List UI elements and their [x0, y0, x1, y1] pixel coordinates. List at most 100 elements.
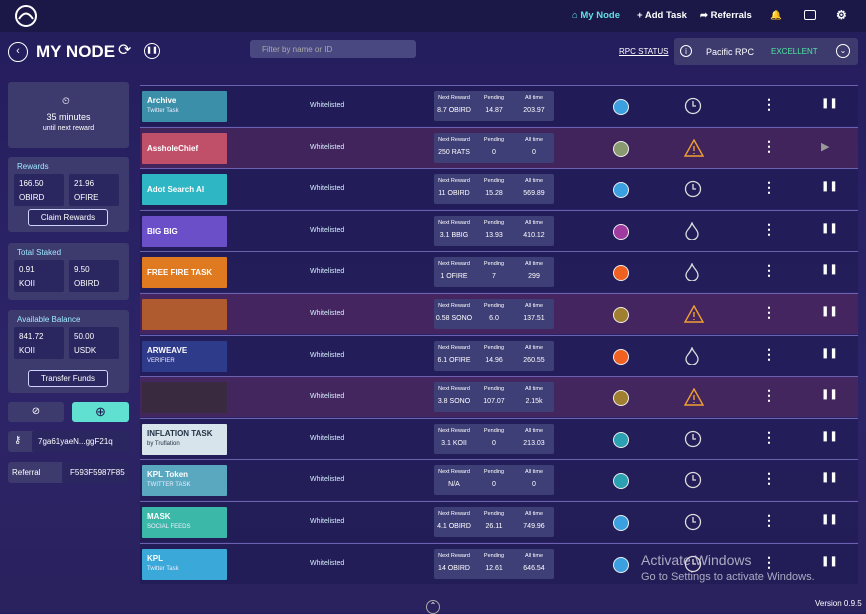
task-menu[interactable]: ⋮: [762, 387, 776, 404]
pause-button[interactable]: ❚❚: [821, 347, 838, 359]
stat-label: Next Reward: [438, 386, 470, 393]
stat-label: Next Reward: [438, 552, 470, 559]
stat-value: 0.58 SONO: [435, 315, 473, 322]
pause-button[interactable]: ❚❚: [821, 98, 838, 109]
pause-all[interactable]: ❚❚: [144, 43, 160, 59]
pause-button[interactable]: ❚❚: [821, 472, 838, 484]
stat-value: 213.03: [523, 439, 545, 447]
banner-title: AssholeChief: [147, 143, 199, 153]
task-menu[interactable]: ⋮: [762, 262, 776, 279]
task-row: Archive Twitter Task Whitelisted Next Rewar…: [140, 85, 858, 126]
staked-panel: Total Staked 0.91 KOII 9.50 OBIRD: [8, 243, 129, 300]
stat-label: Pending: [483, 261, 505, 268]
amount: 21.96: [74, 179, 95, 188]
nav-referrals[interactable]: ➦ Referrals: [700, 10, 752, 21]
token: USDK: [74, 346, 97, 355]
node-icon-button[interactable]: ⊘: [8, 402, 64, 422]
task-menu[interactable]: ⋮: [762, 220, 776, 237]
task-menu[interactable]: ⋮: [762, 345, 776, 362]
stat-value: 260.55: [523, 356, 545, 364]
reward-stats: Next Reward 3.1 KOII Pending 0 All time 213.0…: [434, 423, 554, 454]
filter-input[interactable]: Filter by name or ID: [250, 40, 416, 58]
stat-label: All time: [524, 136, 544, 143]
pause-button[interactable]: ❚❚: [821, 222, 838, 234]
stat-value: 6.0: [489, 315, 499, 322]
reward-stats: Next Reward 0.58 SONO Pending 6.0 All time 13…: [434, 299, 554, 329]
reward-stats: Next Reward 4.1 OBIRD Pending 26.11 All time…: [434, 507, 554, 537]
stat-value: 3.8 SONO: [437, 398, 471, 406]
settings[interactable]: ⚙: [836, 8, 847, 22]
referral-code[interactable]: F593F5987F85: [62, 462, 129, 483]
rpc-status-link[interactable]: RPC STATUS: [619, 47, 669, 56]
key-icon: ⚷: [14, 435, 22, 446]
task-state-clock: [684, 471, 702, 494]
stat-label: All time: [524, 178, 544, 185]
task-menu[interactable]: ⋮: [762, 137, 776, 154]
stat-label: Next Reward: [438, 95, 470, 101]
status: Whitelisted: [310, 268, 345, 276]
task-state-warning: [683, 304, 705, 328]
balance-chip: 0.91 KOII: [14, 260, 64, 292]
stat-value: 0: [532, 148, 536, 156]
stat-label: Pending: [483, 386, 505, 393]
notifications[interactable]: 🔔: [770, 10, 782, 21]
token-icon: [613, 556, 629, 573]
reward-stats: Next Reward 1 OFIRE Pending 7 All time 299: [434, 257, 554, 288]
stat-label: Next Reward: [438, 427, 470, 434]
task-menu[interactable]: ⋮: [762, 428, 776, 445]
nav-add-task[interactable]: + Add Task: [637, 10, 687, 21]
refresh-button[interactable]: ⟳: [118, 42, 132, 59]
task-banner: INFLATION TASK by Truflation: [142, 423, 227, 455]
pause-button[interactable]: ❚❚: [821, 555, 838, 567]
pause-button[interactable]: ❚❚: [821, 389, 838, 401]
stat-label: Next Reward: [438, 469, 470, 476]
stat-label: Next Reward: [438, 511, 470, 517]
pause-button[interactable]: ❚❚: [821, 430, 838, 442]
balance-chip: 21.96 OFIRE: [69, 174, 119, 206]
pause-button[interactable]: ❚❚: [821, 514, 838, 525]
info-icon: i: [680, 45, 692, 57]
banner-subtitle: by Truflation: [147, 440, 180, 447]
pause-button[interactable]: ❚❚: [821, 264, 838, 276]
rpc-dropdown[interactable]: ⌄: [836, 44, 850, 58]
stat-value: 2.15k: [525, 398, 543, 406]
action-button[interactable]: Claim Rewards: [28, 209, 108, 226]
banner-subtitle: Twitter Task: [147, 108, 179, 114]
wallet-icon[interactable]: [804, 10, 816, 20]
banner-subtitle: SOCIAL FEEDS: [147, 524, 191, 530]
stat-value: 1 OFIRE: [440, 273, 468, 281]
stat-value: 14.87: [485, 107, 503, 114]
banner-title: Archive: [147, 96, 177, 105]
wallet-address[interactable]: 7ga61yaeN...ggF21q: [32, 431, 129, 452]
stat-value: 569.89: [523, 190, 545, 198]
pause-button[interactable]: ❚❚: [821, 181, 838, 193]
reward-stats: Next Reward 8.7 OBIRD Pending 14.87 All time…: [434, 91, 554, 121]
task-menu[interactable]: ⋮: [762, 470, 776, 487]
task-menu[interactable]: ⋮: [762, 304, 776, 320]
panel-title: Total Staked: [17, 248, 62, 257]
back-button[interactable]: ‹: [8, 42, 28, 62]
task-menu[interactable]: ⋮: [762, 512, 776, 528]
token-icon: [613, 515, 629, 531]
task-menu[interactable]: ⋮: [762, 179, 776, 196]
stat-label: Next Reward: [438, 136, 470, 143]
task-state-warning: [683, 387, 705, 411]
action-button[interactable]: Transfer Funds: [28, 370, 108, 387]
play-button[interactable]: ▶: [821, 140, 830, 153]
stat-value: 410.12: [523, 231, 545, 239]
stat-label: Next Reward: [438, 303, 470, 309]
pause-button[interactable]: ❚❚: [821, 306, 838, 317]
amount: 841.72: [19, 332, 44, 341]
stat-label: All time: [524, 303, 544, 309]
add-button[interactable]: ⊕: [72, 402, 129, 422]
task-menu[interactable]: ⋮: [762, 96, 776, 112]
task-menu[interactable]: ⋮: [762, 553, 776, 570]
token-icon: [613, 348, 629, 365]
status: Whitelisted: [310, 102, 345, 109]
status: Whitelisted: [310, 310, 345, 317]
nav-my-node[interactable]: ⌂ My Node: [572, 10, 620, 21]
scroll-up[interactable]: ⌃: [426, 600, 440, 614]
stat-value: 749.96: [523, 523, 545, 530]
token-icon: [613, 223, 629, 240]
stat-label: All time: [524, 219, 544, 226]
